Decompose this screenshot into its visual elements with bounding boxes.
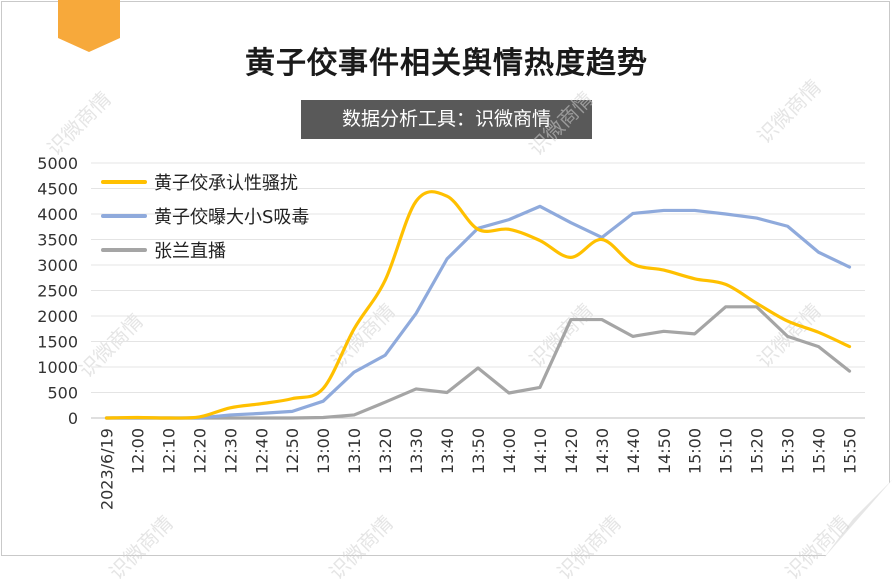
legend-label: 黄子佼承认性骚扰 [154,173,298,194]
x-tick-label: 13:30 [407,428,426,474]
x-tick-label: 15:40 [810,428,829,474]
y-tick-label: 5000 [37,154,78,173]
x-tick-label: 12:20 [190,428,209,474]
x-tick-label: 12:10 [159,428,178,474]
x-tick-label: 15:50 [841,428,860,474]
x-tick-label: 14:30 [593,428,612,474]
y-tick-label: 1500 [37,333,78,352]
y-tick-label: 3000 [37,256,78,275]
y-tick-label: 2000 [37,307,78,326]
series-line-3 [106,307,849,418]
x-tick-label: 15:00 [686,428,705,474]
series-line-2 [106,206,849,418]
y-tick-label: 1000 [37,358,78,377]
x-tick-label: 14:20 [562,428,581,474]
y-tick-label: 2500 [37,282,78,301]
x-tick-label: 12:40 [252,428,271,474]
legend-label: 张兰直播 [154,241,226,262]
x-tick-label: 13:10 [345,428,364,474]
line-chart: 0 500 1000 1500 2000 2500 3000 3500 4000 4500 5000… [0,0,893,559]
y-tick-label: 4500 [37,180,78,199]
x-tick-label: 14:50 [655,428,674,474]
x-tick-label: 14:40 [624,428,643,474]
x-tick-label: 14:00 [500,428,519,474]
x-tick-label: 13:00 [314,428,333,474]
x-tick-label: 15:10 [717,428,736,474]
x-tick-label: 15:30 [779,428,798,474]
x-tick-label: 13:50 [469,428,488,474]
x-tick-label: 14:10 [531,428,550,474]
x-tick-label: 15:20 [748,428,767,474]
x-tick-label: 2023/6/19 [97,428,116,510]
legend-label: 黄子佼曝大小S吸毒 [154,207,309,228]
x-tick-label: 13:40 [438,428,457,474]
y-tick-label: 4000 [37,205,78,224]
x-tick-label: 12:50 [283,428,302,474]
y-tick-label: 3500 [37,231,78,250]
y-tick-label: 0 [68,409,78,428]
y-tick-label: 500 [47,384,78,403]
x-tick-label: 12:30 [221,428,240,474]
x-tick-label: 13:20 [376,428,395,474]
x-tick-label: 12:00 [128,428,147,474]
